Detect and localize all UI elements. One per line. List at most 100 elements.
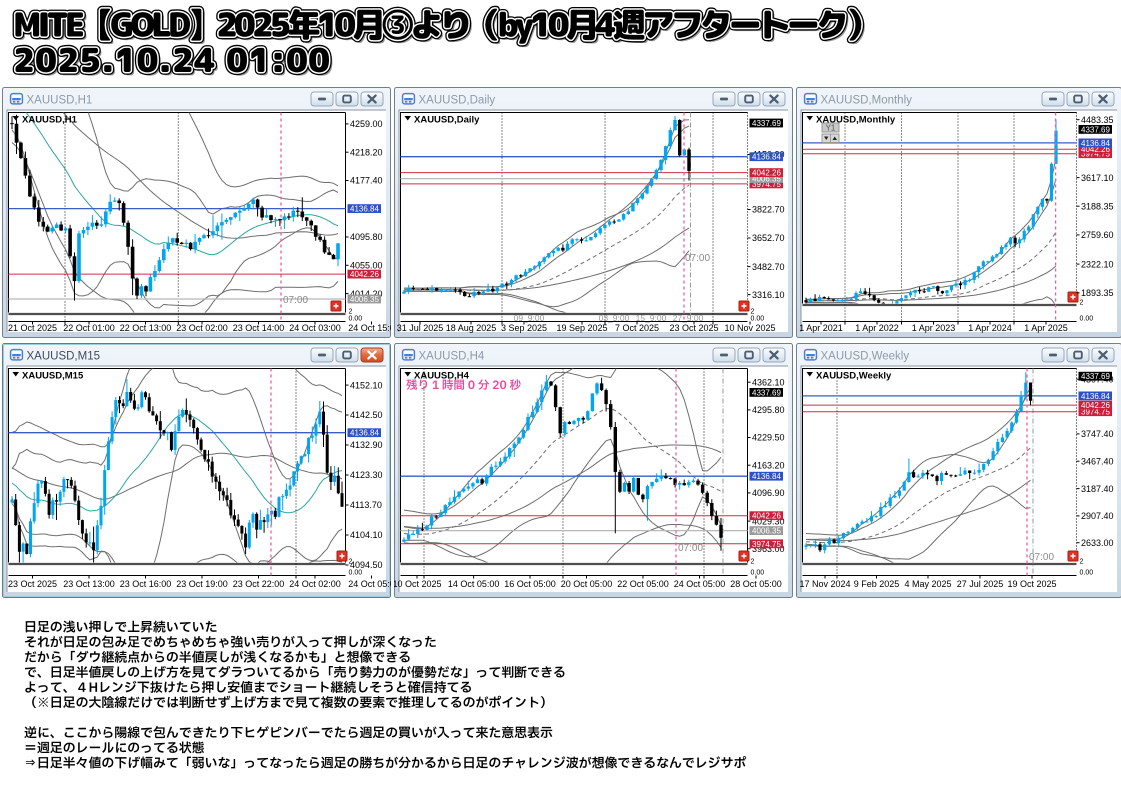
svg-text:7 Oct 2025: 7 Oct 2025 [615,323,659,333]
svg-text:XAUUSD,Weekly: XAUUSD,Weekly [816,371,892,382]
svg-text:4142.50: 4142.50 [350,410,383,420]
svg-text:2: 2 [751,559,755,566]
svg-text:3747.40: 3747.40 [1081,429,1114,439]
svg-text:4042.26: 4042.26 [1081,145,1110,154]
svg-text:XAUUSD,H4: XAUUSD,H4 [419,351,485,363]
svg-text:4152.10: 4152.10 [350,380,383,390]
svg-text:0.00: 0.00 [1080,316,1094,323]
svg-text:4136.84: 4136.84 [1081,392,1110,401]
svg-text:22 Oct 05:00: 22 Oct 05:00 [617,579,669,589]
svg-text:3 Sep 2025: 3 Sep 2025 [501,323,547,333]
svg-text:4337.69: 4337.69 [752,388,781,397]
svg-text:1 Apr 2024: 1 Apr 2024 [968,323,1012,333]
svg-text:20 Oct 05:00: 20 Oct 05:00 [561,579,613,589]
svg-text:4014.20: 4014.20 [350,289,383,299]
svg-text:14 Oct 05:00: 14 Oct 05:00 [448,579,500,589]
svg-text:4136.84: 4136.84 [1081,139,1110,148]
svg-text:4483.35: 4483.35 [1081,115,1114,125]
svg-text:XAUUSD,H1: XAUUSD,H1 [27,95,93,107]
svg-text:0.00: 0.00 [349,570,363,577]
svg-text:4229.50: 4229.50 [752,433,785,443]
svg-text:22 Oct 01:00: 22 Oct 01:00 [63,323,115,333]
svg-text:2633.00: 2633.00 [1081,538,1114,548]
svg-text:3822.70: 3822.70 [752,205,785,215]
svg-text:3652.70: 3652.70 [752,233,785,243]
svg-text:XAUUSD,Daily: XAUUSD,Daily [414,115,480,126]
svg-text:0.00: 0.00 [349,316,363,323]
svg-text:XAUUSD,H1: XAUUSD,H1 [22,115,78,126]
svg-text:4006.35: 4006.35 [350,295,379,304]
svg-text:Y1: Y1 [826,124,836,133]
svg-text:4163.20: 4163.20 [752,460,785,470]
svg-text:23 Oct 22:00: 23 Oct 22:00 [233,579,285,589]
svg-text:10 Oct 2025: 10 Oct 2025 [392,579,441,589]
svg-text:1 Apr 2021: 1 Apr 2021 [799,323,843,333]
svg-text:27_9:00: 27_9:00 [673,313,704,323]
svg-text:1 Apr 2025: 1 Apr 2025 [1024,323,1068,333]
svg-text:3974.75: 3974.75 [752,540,781,549]
svg-text:2: 2 [349,559,353,566]
svg-text:1 Apr 2022: 1 Apr 2022 [855,323,899,333]
svg-text:3974.75: 3974.75 [752,180,781,189]
svg-text:4177.40: 4177.40 [350,176,383,186]
svg-text:03_9:00: 03_9:00 [599,313,630,323]
svg-text:07:00: 07:00 [283,295,308,306]
svg-text:23 Oct 2025: 23 Oct 2025 [669,323,718,333]
svg-text:4337.69: 4337.69 [1081,372,1110,381]
svg-text:4136.84: 4136.84 [350,429,379,438]
svg-text:09_9:00: 09_9:00 [514,313,545,323]
svg-text:2: 2 [1080,300,1084,307]
svg-text:2: 2 [1080,559,1084,566]
svg-text:24 Oct 03:00: 24 Oct 03:00 [289,323,341,333]
svg-text:4136.84: 4136.84 [350,205,379,214]
svg-text:15_9:00: 15_9:00 [636,313,667,323]
svg-text:3974.75: 3974.75 [1081,408,1110,417]
svg-text:4259.00: 4259.00 [350,119,383,129]
svg-text:24 Oct 05:0: 24 Oct 05:0 [348,579,395,589]
svg-text:19 Oct 2025: 19 Oct 2025 [1007,579,1056,589]
svg-text:23 Oct 02:00: 23 Oct 02:00 [176,323,228,333]
svg-text:4096.90: 4096.90 [752,488,785,498]
svg-text:XAUUSD,Monthly: XAUUSD,Monthly [816,115,896,126]
svg-text:0.00: 0.00 [751,316,765,323]
svg-text:4132.90: 4132.90 [350,440,383,450]
svg-text:23 Oct 13:00: 23 Oct 13:00 [63,579,115,589]
svg-text:XAUUSD,Weekly: XAUUSD,Weekly [821,351,910,363]
svg-text:3974.75: 3974.75 [1081,150,1110,159]
svg-text:XAUUSD,M15: XAUUSD,M15 [27,351,101,363]
svg-text:XAUUSD,M15: XAUUSD,M15 [22,371,84,382]
svg-text:2907.40: 2907.40 [1081,511,1114,521]
svg-text:4055.00: 4055.00 [350,261,383,271]
svg-text:22 Oct 13:00: 22 Oct 13:00 [120,323,172,333]
svg-text:4113.70: 4113.70 [350,500,382,510]
svg-text:4042.26: 4042.26 [1081,401,1110,410]
svg-text:27 Jul 2025: 27 Jul 2025 [957,579,1004,589]
svg-text:1 Apr 2023: 1 Apr 2023 [912,323,956,333]
svg-text:3316.10: 3316.10 [752,290,785,300]
svg-text:0.00: 0.00 [1080,570,1094,577]
svg-text:2759.60: 2759.60 [1081,230,1114,240]
svg-text:07:00: 07:00 [678,543,703,554]
svg-text:3482.70: 3482.70 [752,262,785,272]
svg-text:24 Oct 05:00: 24 Oct 05:00 [674,579,726,589]
svg-text:0.00: 0.00 [751,570,765,577]
svg-text:4042.26: 4042.26 [752,512,781,521]
svg-text:23 Oct 2025: 23 Oct 2025 [8,579,57,589]
svg-text:2322.10: 2322.10 [1081,259,1114,269]
svg-text:3188.35: 3188.35 [1081,201,1114,211]
svg-text:23 Oct 14:00: 23 Oct 14:00 [233,323,285,333]
svg-text:2: 2 [349,309,353,316]
svg-text:3963.00: 3963.00 [752,544,785,554]
svg-text:10 Nov 2025: 10 Nov 2025 [724,323,775,333]
svg-text:4094.50: 4094.50 [350,560,383,570]
svg-text:4042.26: 4042.26 [752,169,781,178]
svg-text:16 Oct 05:00: 16 Oct 05:00 [504,579,556,589]
svg-text:07:00: 07:00 [1029,552,1054,563]
svg-text:4123.30: 4123.30 [350,470,383,480]
svg-text:3617.10: 3617.10 [1081,173,1114,183]
svg-text:4104.10: 4104.10 [350,530,383,540]
svg-text:4362.10: 4362.10 [752,377,785,387]
svg-text:21 Oct 2025: 21 Oct 2025 [8,323,57,333]
svg-text:4337.69: 4337.69 [752,119,781,128]
svg-text:4095.80: 4095.80 [350,232,383,242]
